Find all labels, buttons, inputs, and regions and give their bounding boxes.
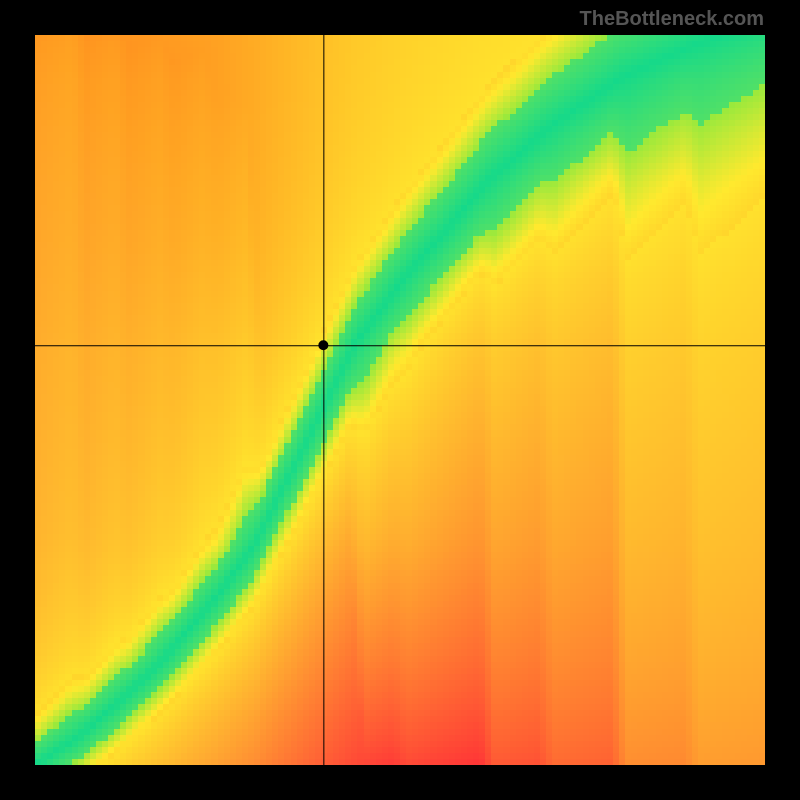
watermark-text: TheBottleneck.com bbox=[580, 8, 764, 31]
bottleneck-heatmap bbox=[35, 35, 765, 765]
chart-container: { "meta": { "watermark_text": "TheBottle… bbox=[0, 0, 800, 800]
